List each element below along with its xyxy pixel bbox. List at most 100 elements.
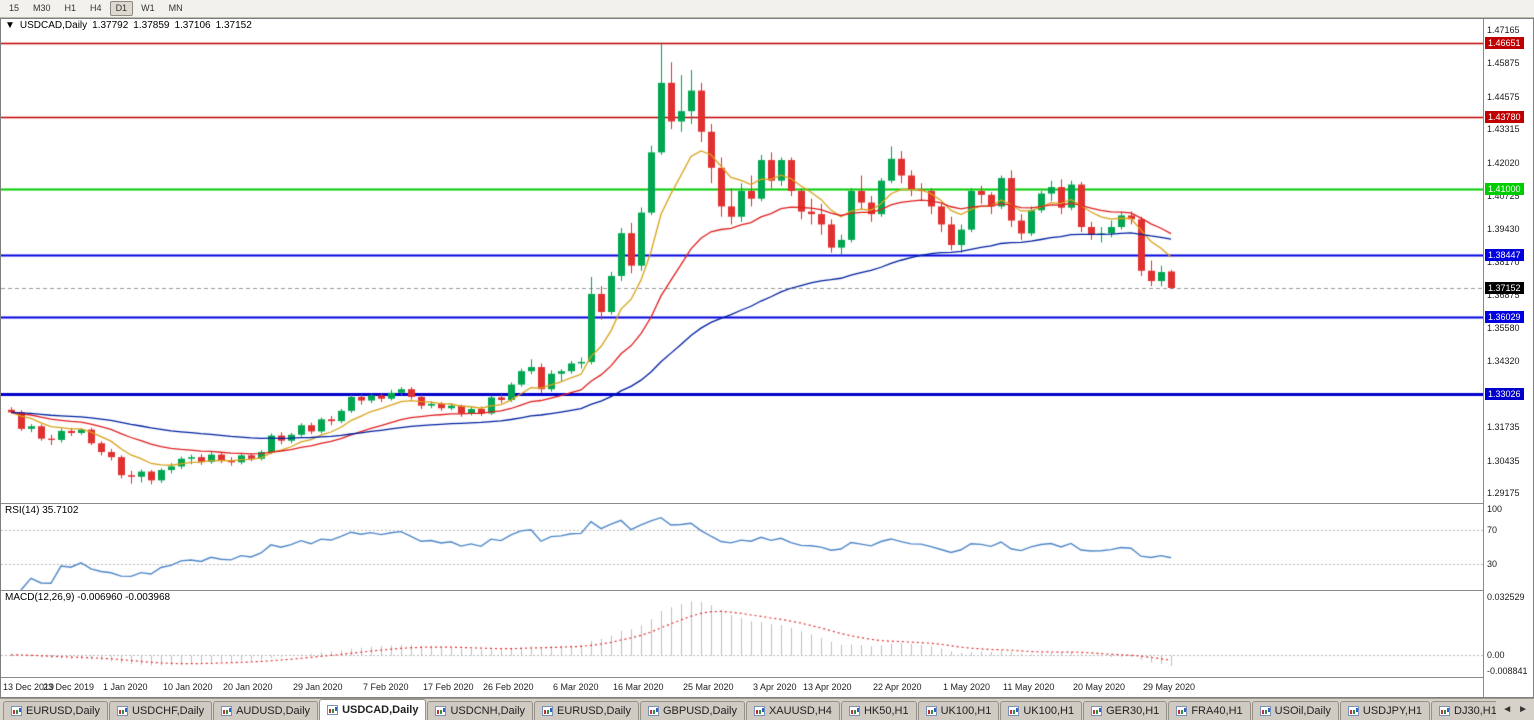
collapse-arrow-icon[interactable]: ▼ bbox=[5, 20, 15, 31]
time-axis-label: 26 Feb 2020 bbox=[483, 682, 534, 692]
price-axis-tick: 1.45875 bbox=[1487, 58, 1520, 69]
timeframe-button-m30[interactable]: M30 bbox=[33, 3, 51, 13]
price-chart-panel: ▼ USDCAD,Daily 1.37792 1.37859 1.37106 1.3715… bbox=[1, 19, 1485, 503]
chart-icon bbox=[1008, 706, 1020, 716]
price-axis[interactable]: 1.47165 1.45875 1.44575 1.43315 1.42020 1.407… bbox=[1483, 19, 1533, 697]
chart-tabs: EURUSD,Daily USDCHF,Daily AUDUSD,Daily USDC… bbox=[3, 699, 1497, 720]
chart-icon bbox=[648, 706, 659, 716]
chart-tab-dj30-h1[interactable]: DJ30,H1 bbox=[1431, 701, 1497, 720]
price-axis-tick: 1.44575 bbox=[1487, 91, 1520, 102]
chart-icon bbox=[848, 706, 860, 716]
chart-tabbar: EURUSD,Daily USDCHF,Daily AUDUSD,Daily USDC… bbox=[0, 698, 1534, 720]
chart-region: ▼ USDCAD,Daily 1.37792 1.37859 1.37106 1.3715… bbox=[0, 18, 1534, 698]
price-axis-tick: 1.43315 bbox=[1487, 124, 1520, 135]
chart-icon bbox=[1176, 706, 1188, 716]
chart-tab-label: GER30,H1 bbox=[1106, 705, 1160, 717]
chart-tab-label: AUDUSD,Daily bbox=[236, 705, 311, 717]
time-axis[interactable]: 13 Dec 2019 23 Dec 2019 1 Jan 2020 10 Jan 2… bbox=[1, 677, 1485, 697]
macd-indicator-panel: MACD(12,26,9) -0.006960 -0.003968 bbox=[1, 590, 1485, 677]
macd-axis-tick: 0.032529 bbox=[1487, 592, 1525, 603]
chart-icon bbox=[542, 706, 554, 716]
time-axis-label: 29 Jan 2020 bbox=[293, 682, 343, 692]
rsi-axis-tick: 100 bbox=[1487, 504, 1503, 514]
chart-icon bbox=[1091, 706, 1103, 716]
chart-tab-fra40-h1[interactable]: FRA40,H1 bbox=[1168, 701, 1251, 720]
rsi-axis-tick: 30 bbox=[1487, 559, 1498, 570]
macd-label: MACD(12,26,9) -0.006960 -0.003968 bbox=[5, 592, 171, 603]
time-axis-label: 1 May 2020 bbox=[943, 682, 991, 692]
timeframe-button-w1[interactable]: W1 bbox=[141, 3, 155, 13]
chart-tab-usdjpy-h1[interactable]: USDJPY,H1 bbox=[1339, 701, 1431, 720]
chart-tab-label: EURUSD,Daily bbox=[557, 705, 631, 717]
chart-tab-usoil-daily[interactable]: USOil,Daily bbox=[1251, 701, 1339, 720]
chart-tab-uk100-h1[interactable]: UK100,H1 bbox=[917, 701, 1000, 720]
price-level-label: 1.43780 bbox=[1485, 111, 1524, 124]
chart-tab-eurusd-daily[interactable]: EURUSD,Daily bbox=[3, 701, 108, 720]
chart-icon bbox=[753, 706, 765, 716]
chart-tab-eurusd-daily[interactable]: EURUSD,Daily bbox=[534, 701, 639, 720]
rsi-label: RSI(14) 35.7102 bbox=[5, 505, 79, 516]
price-axis-tick: 1.29175 bbox=[1487, 488, 1520, 499]
timeframe-toolbar: 15 M30 H1 H4 D1 W1 MN bbox=[0, 0, 1534, 18]
ohlc-close: 1.37152 bbox=[215, 20, 252, 31]
time-axis-label: 7 Feb 2020 bbox=[363, 682, 409, 692]
ohlc-low: 1.37106 bbox=[174, 20, 211, 31]
macd-axis-tick: -0.008841 bbox=[1487, 665, 1528, 676]
price-axis-tick: 1.38170 bbox=[1487, 256, 1520, 267]
chart-icon bbox=[1347, 706, 1359, 716]
chart-tab-label: USDJPY,H1 bbox=[1362, 705, 1423, 717]
timeframe-button-d1[interactable]: D1 bbox=[109, 1, 134, 16]
rsi-axis-tick: 70 bbox=[1487, 524, 1498, 535]
time-axis-label: 29 May 2020 bbox=[1143, 682, 1196, 692]
price-axis-tick: 1.31735 bbox=[1487, 422, 1520, 433]
chart-tab-label: UK100,H1 bbox=[940, 705, 992, 717]
chart-tab-usdcnh-daily[interactable]: USDCNH,Daily bbox=[427, 701, 534, 720]
timeframe-button-h1[interactable]: H1 bbox=[64, 3, 77, 13]
timeframe-button-15[interactable]: 15 bbox=[9, 3, 20, 13]
chart-icon bbox=[327, 705, 339, 715]
tab-scroll-right-icon[interactable]: ► bbox=[1518, 704, 1528, 715]
chart-tab-ger30-h1[interactable]: GER30,H1 bbox=[1083, 701, 1168, 720]
price-chart-canvas[interactable] bbox=[1, 19, 1485, 503]
time-axis-label: 16 Mar 2020 bbox=[613, 682, 664, 692]
chart-tab-label: FRA40,H1 bbox=[1191, 705, 1243, 717]
time-axis-label: 20 May 2020 bbox=[1073, 682, 1126, 692]
chart-tab-hk50-h1[interactable]: HK50,H1 bbox=[840, 701, 917, 720]
chart-icon bbox=[11, 706, 22, 716]
chart-icon bbox=[435, 706, 447, 716]
time-axis-label: 13 Dec 2019 bbox=[3, 682, 55, 692]
current-price-label: 1.37152 bbox=[1485, 281, 1524, 294]
chart-tab-label: USOil,Daily bbox=[1274, 705, 1331, 717]
price-level-label: 1.41000 bbox=[1485, 182, 1524, 195]
price-axis-tick: 1.36875 bbox=[1487, 290, 1520, 301]
price-axis-tick: 1.30435 bbox=[1487, 455, 1520, 466]
macd-canvas[interactable] bbox=[1, 591, 1485, 677]
chart-symbol-label: USDCAD,Daily bbox=[19, 20, 88, 31]
chart-tab-usdcad-daily[interactable]: USDCAD,Daily bbox=[319, 699, 427, 720]
chart-tab-audusd-daily[interactable]: AUDUSD,Daily bbox=[213, 701, 319, 720]
tab-scroll-left-icon[interactable]: ◄ bbox=[1502, 704, 1513, 715]
chart-tab-usdchf-daily[interactable]: USDCHF,Daily bbox=[108, 701, 213, 720]
price-level-label: 1.33026 bbox=[1485, 388, 1524, 401]
timeframe-button-h4[interactable]: H4 bbox=[90, 3, 102, 13]
timeframe-button-mn[interactable]: MN bbox=[168, 3, 183, 13]
price-axis-tick: 1.40725 bbox=[1487, 190, 1520, 201]
time-axis-label: 25 Mar 2020 bbox=[683, 682, 734, 692]
price-level-label: 1.36029 bbox=[1485, 310, 1524, 323]
price-level-label: 1.46651 bbox=[1485, 37, 1524, 50]
chart-icon bbox=[116, 706, 128, 716]
time-axis-label: 3 Apr 2020 bbox=[753, 682, 797, 692]
tab-scroll-arrows: ◄ ► bbox=[1496, 703, 1534, 720]
chart-icon bbox=[1439, 706, 1451, 716]
price-axis-tick: 1.34320 bbox=[1487, 355, 1520, 366]
time-axis-label: 10 Jan 2020 bbox=[163, 682, 213, 692]
timeframe-buttons: 15 M30 H1 H4 D1 W1 MN bbox=[3, 1, 191, 16]
chart-tab-xauusd-h4[interactable]: XAUUSD,H4 bbox=[745, 701, 840, 720]
chart-tab-label: UK100,H1 bbox=[1023, 705, 1075, 717]
chart-tab-gbpusd-daily[interactable]: GBPUSD,Daily bbox=[640, 701, 745, 720]
rsi-canvas[interactable] bbox=[1, 504, 1485, 590]
chart-tab-uk100-h1[interactable]: UK100,H1 bbox=[1000, 701, 1083, 720]
chart-icon bbox=[221, 706, 233, 716]
price-axis-tick: 1.35580 bbox=[1487, 323, 1520, 334]
time-axis-label: 20 Jan 2020 bbox=[223, 682, 273, 692]
